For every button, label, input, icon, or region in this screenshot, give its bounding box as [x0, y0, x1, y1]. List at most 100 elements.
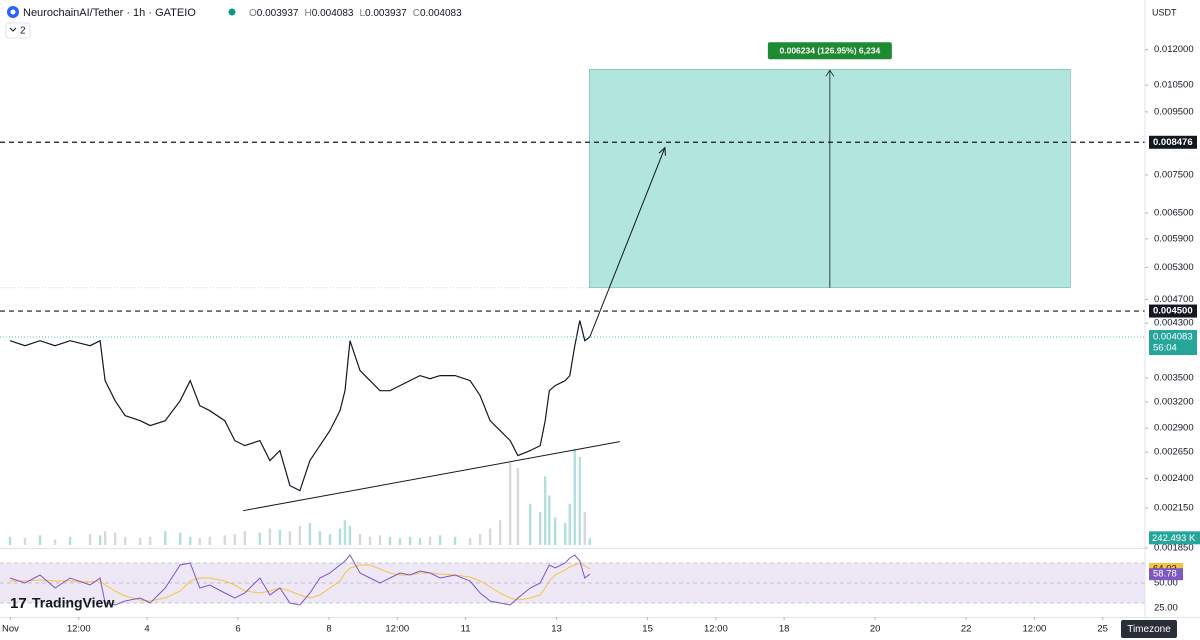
- y-tick-label: 0.004700: [1154, 294, 1194, 305]
- projection-arrow: [589, 147, 666, 338]
- indicator-toggle[interactable]: [5, 22, 31, 39]
- price-line: [9, 320, 591, 492]
- volume-bar: [288, 531, 292, 545]
- volume-bar: [148, 536, 152, 545]
- ohlc-value: 0.003937: [257, 8, 299, 19]
- position-label-bg: [767, 42, 892, 60]
- volume-bar: [328, 534, 332, 545]
- x-tick-label: 11: [461, 624, 471, 635]
- logo-mark: 17: [10, 595, 27, 612]
- volume-bar: [68, 536, 72, 545]
- volume-bar: [348, 525, 352, 545]
- rsi-tick-label: 50.00: [1154, 578, 1178, 589]
- volume-bar: [543, 476, 547, 545]
- volume-bar: [428, 536, 432, 545]
- market-status[interactable]: [228, 8, 236, 16]
- volume-bar: [398, 538, 402, 545]
- x-tick-label: 4: [144, 624, 149, 635]
- x-tick-label: 15: [642, 624, 653, 635]
- volume-bar: [163, 531, 167, 545]
- plot-area: 0.006234 (126.95%) 6,234: [0, 42, 1145, 606]
- volume-bar: [488, 528, 492, 545]
- volume-bar: [278, 529, 282, 545]
- x-tick-label: 20: [870, 624, 881, 635]
- volume-bar: [208, 536, 211, 545]
- volume-bar: [98, 535, 102, 545]
- rsi-ma-line: [10, 562, 591, 602]
- x-tick-label: 6: [235, 624, 240, 635]
- timezone-button[interactable]: [1121, 620, 1177, 638]
- x-tick-label: 12:00: [1023, 624, 1047, 635]
- y-tick-label: 0.002150: [1154, 502, 1194, 513]
- y-tick-label: 0.004300: [1154, 318, 1194, 329]
- position-label: 0.006234 (126.95%) 6,234: [780, 46, 881, 56]
- y-tick-label: 0.005900: [1154, 233, 1194, 244]
- ohlc-value: 0.004083: [420, 8, 462, 19]
- y-tick-label: 0.003500: [1154, 373, 1194, 384]
- volume-bar: [568, 503, 571, 545]
- level-label-bg: [1149, 304, 1197, 318]
- volume-bar: [123, 536, 127, 545]
- symbol-title[interactable]: NeurochainAI/Tether · 1h · GATEIO: [23, 7, 196, 19]
- timezone-label[interactable]: Timezone: [1127, 624, 1171, 635]
- volume-bar: [588, 538, 591, 545]
- volume-bar: [564, 523, 567, 545]
- volume-bar: [573, 448, 576, 545]
- x-tick-label: 12:00: [704, 624, 728, 635]
- y-tick-label: 0.002900: [1154, 423, 1194, 434]
- current-price-bg: [1149, 329, 1197, 355]
- volume-bar: [343, 520, 347, 545]
- volume-bar: [189, 536, 192, 545]
- volume-bar: [223, 535, 227, 545]
- y-tick-label: 0.003200: [1154, 396, 1194, 407]
- volume-bar: [358, 534, 362, 545]
- volume-bar: [113, 532, 117, 545]
- volume-bar: [438, 535, 442, 545]
- x-tick-label: 18: [779, 624, 790, 635]
- volume-bar: [233, 534, 237, 545]
- current-price-label: 0.004083: [1153, 331, 1193, 342]
- rsi-label: 58.78: [1153, 569, 1177, 580]
- volume-bar: [298, 525, 302, 545]
- volume-bar: [318, 531, 322, 545]
- y-tick-label: 0.007500: [1154, 169, 1194, 180]
- ohlc-value: 0.004083: [312, 8, 354, 19]
- chevron-icon: [9, 27, 17, 32]
- volume-bar: [179, 532, 182, 545]
- volume-bar: [198, 538, 201, 545]
- indicator-count: 2: [20, 26, 26, 37]
- trend-line: [242, 441, 620, 512]
- level-label: 0.008476: [1153, 137, 1193, 148]
- ohlc-value: 0.003937: [365, 8, 407, 19]
- x-tick-label: 22: [961, 624, 972, 635]
- volume-bar: [23, 538, 27, 545]
- volume-bar: [578, 457, 581, 545]
- projection-arrow-head: [658, 146, 666, 156]
- countdown: 56:04: [1153, 342, 1177, 353]
- ohlc-key: O: [249, 8, 257, 19]
- volume-bar: [528, 503, 532, 545]
- x-tick-label: 12:00: [385, 624, 409, 635]
- ohlc-key: C: [413, 8, 420, 19]
- x-tick-label: 25: [1097, 624, 1108, 635]
- x-tick-label: 12:00: [67, 624, 91, 635]
- volume-bar: [368, 536, 372, 545]
- volume-bar: [378, 535, 382, 545]
- x-tick-label: 8: [326, 624, 331, 635]
- volume-bar: [408, 536, 412, 545]
- x-tick-label: 13: [551, 624, 562, 635]
- y-tick-label: 0.001850: [1154, 543, 1194, 554]
- level-label-bg: [1149, 135, 1197, 149]
- currency-label[interactable]: USDT: [1152, 7, 1177, 17]
- volume-bar: [418, 538, 422, 545]
- volume-bar: [453, 536, 457, 545]
- volume-bar: [468, 538, 472, 545]
- volume-bar: [38, 535, 42, 545]
- y-tick-label: 0.012000: [1154, 44, 1194, 55]
- volume-bar: [548, 495, 551, 545]
- volume-bar: [308, 523, 312, 545]
- volume-bar: [538, 512, 542, 545]
- y-tick-label: 0.006500: [1154, 208, 1194, 219]
- volume-bar: [138, 538, 142, 545]
